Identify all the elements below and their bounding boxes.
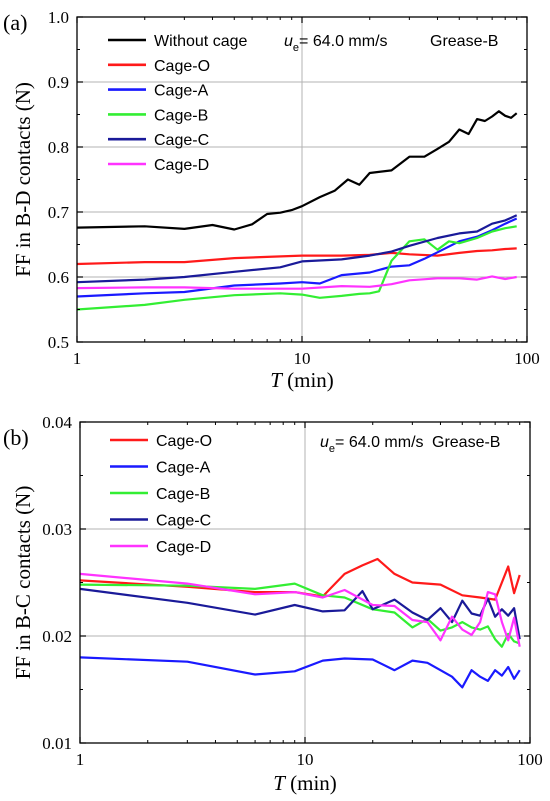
series-line-without-cage [76, 110, 518, 231]
y-tick-label: 0.03 [42, 520, 72, 539]
y-tick-label: 0.7 [48, 203, 70, 222]
speed-annotation: ue= 64.0 mm/s [284, 33, 388, 54]
x-tick-label: 100 [514, 349, 540, 368]
legend-label: Cage-B [156, 486, 210, 503]
series-line-cage-b [76, 225, 517, 311]
y-tick-label: 0.6 [48, 268, 69, 287]
y-tick-label: 0.04 [42, 413, 72, 432]
legend-label: Cage-D [154, 157, 209, 174]
series-line-cage-a [76, 217, 518, 298]
series-line-cage-d [76, 275, 517, 290]
x-tick-label: 10 [294, 349, 311, 368]
chart-panel-1: 0.01 0.02 0.03 0.04 1 10 100 T (min) FF in B-C c… [3, 413, 543, 795]
legend-label: Cage-O [154, 58, 210, 75]
y-axis-label: FF in B-D contacts (N) [11, 82, 35, 277]
series-line-cage-c [79, 587, 521, 640]
y-axis-label: FF in B-C contacts (N) [11, 486, 35, 680]
x-tick-label: 1 [76, 750, 85, 769]
legend-label: Cage-C [154, 132, 209, 149]
panel-label: (b) [3, 425, 29, 450]
x-tick-label: 1 [73, 349, 82, 368]
y-tick-label: 0.8 [48, 138, 69, 157]
legend-label: Cage-A [156, 460, 211, 477]
series-line-cage-d [79, 572, 521, 647]
series-line-cage-b [79, 582, 521, 648]
grease-annotation: Grease-B [430, 33, 498, 50]
legend-label: Cage-D [156, 539, 211, 556]
legend-label: Without cage [154, 33, 247, 50]
grease-annotation: Grease-B [432, 434, 500, 451]
x-axis-label: T (min) [273, 771, 337, 795]
legend-label: Cage-A [154, 83, 209, 100]
legend-label: Cage-O [156, 433, 212, 450]
series-line-cage-a [79, 656, 521, 689]
x-tick-label: 100 [517, 750, 543, 769]
speed-annotation: ue= 64.0 mm/s [320, 434, 424, 455]
y-tick-label: 0.5 [48, 333, 69, 352]
panel-label: (a) [3, 10, 27, 35]
y-tick-label: 1.0 [48, 8, 69, 27]
y-tick-label: 0.02 [42, 627, 72, 646]
legend-label: Cage-B [154, 107, 208, 124]
chart-panel-0: 0.5 0.6 0.7 0.8 0.9 1.0 1 10 100 T (min) FF in B-D… [3, 8, 540, 392]
legend-label: Cage-C [156, 513, 211, 530]
x-axis-label: T (min) [270, 368, 334, 392]
y-tick-label: 0.9 [48, 73, 69, 92]
series-line-cage-c [76, 214, 518, 284]
y-tick-label: 0.01 [42, 734, 72, 753]
x-tick-label: 10 [297, 750, 314, 769]
